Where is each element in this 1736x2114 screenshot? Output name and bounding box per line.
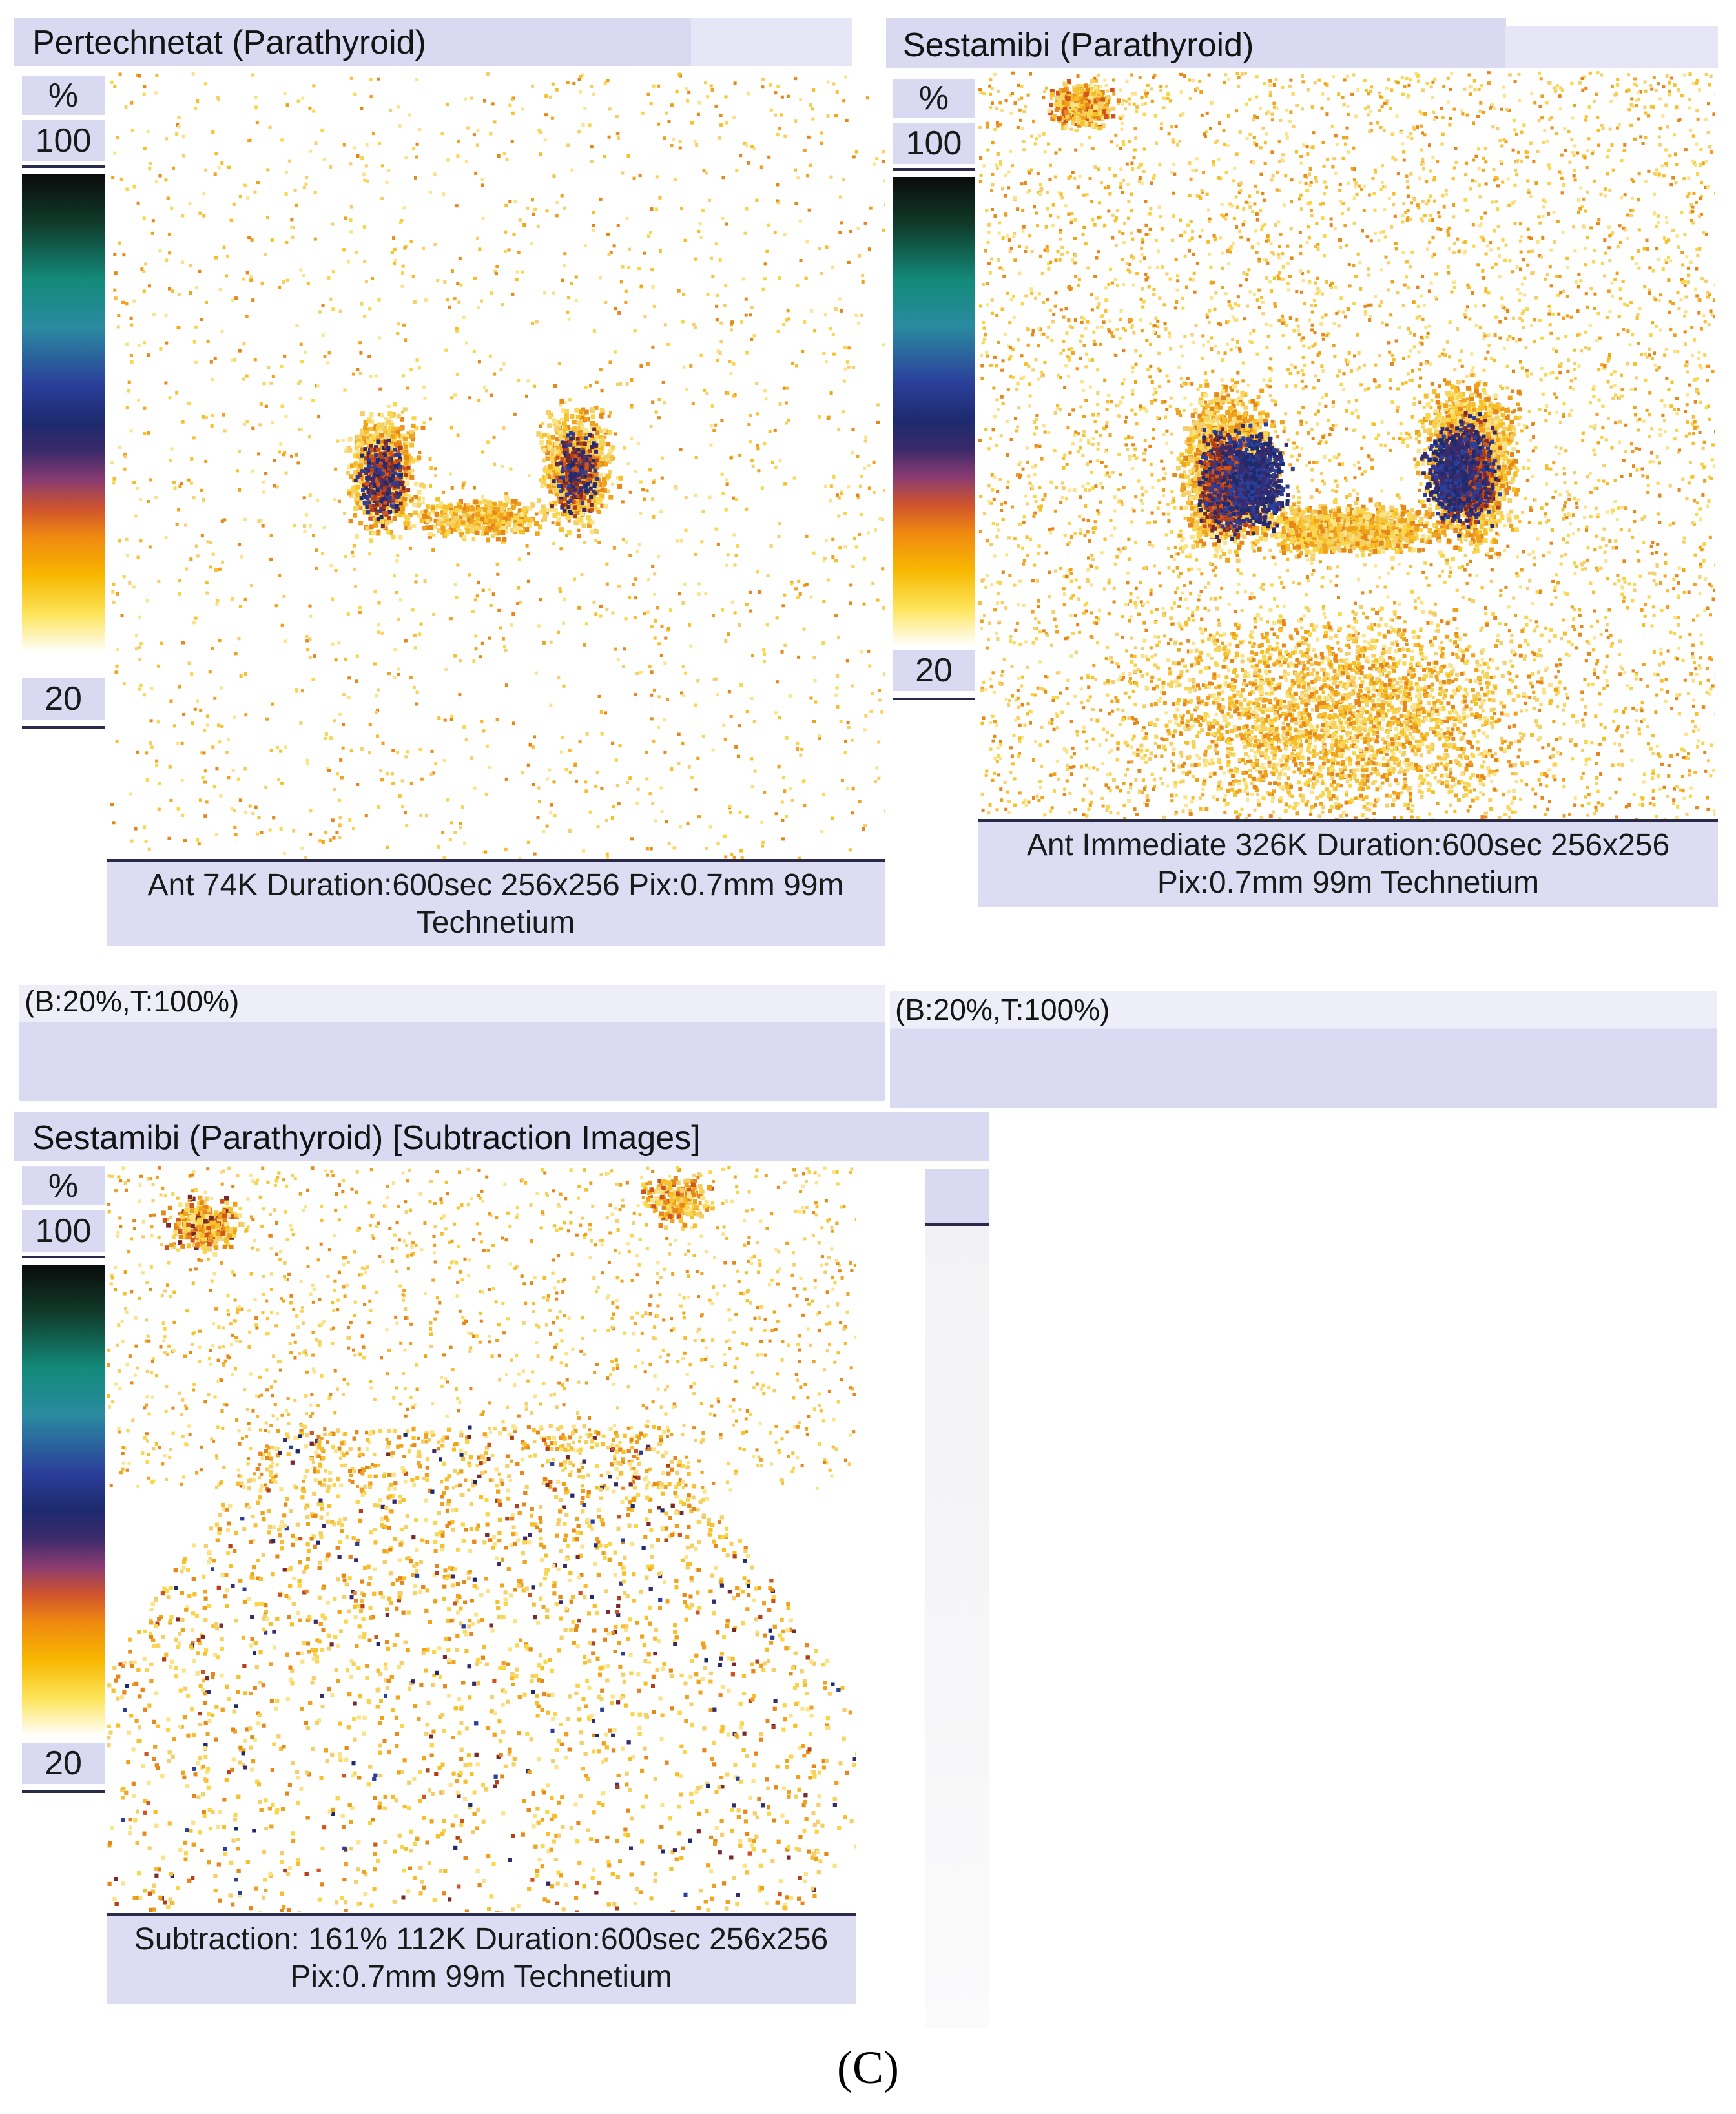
left-range-label: (B:20%,T:100%) <box>25 984 239 1019</box>
bottom-color-scale-bar <box>22 1265 105 1736</box>
top-left-color-scale-bar <box>22 174 105 652</box>
bottom-scale-min: 20 <box>22 1743 105 1784</box>
top-left-title-bar-extension <box>691 18 852 66</box>
top-left-scale-unit: % <box>22 76 105 115</box>
top-right-caption-line1: Ant Immediate 326K Duration:600sec 256x2… <box>978 827 1718 864</box>
left-range-band <box>19 985 885 1101</box>
bottom-side-column-rule <box>925 1223 989 1226</box>
top-left-caption-line1: Ant 74K Duration:600sec 256x256 Pix:0.7m… <box>107 867 885 904</box>
top-right-title-bar <box>886 18 1506 68</box>
top-right-scale-min-rule <box>893 698 975 700</box>
sestamibi-scan-image <box>978 71 1715 820</box>
top-right-color-scale-bar <box>893 177 975 646</box>
right-range-label: (B:20%,T:100%) <box>895 992 1110 1027</box>
top-left-image-caption: Ant 74K Duration:600sec 256x256 Pix:0.7m… <box>107 859 885 946</box>
top-left-scale-max-rule <box>22 165 105 168</box>
top-right-title-bar-extension <box>1505 26 1718 68</box>
top-right-panel-title: Sestamibi (Parathyroid) <box>903 28 1254 62</box>
bottom-title-bar <box>14 1112 989 1161</box>
figure-label: (C) <box>0 2041 1736 2095</box>
bottom-scale-min-rule <box>22 1790 105 1793</box>
bottom-scale-max-rule <box>22 1256 105 1258</box>
subtraction-scan-image <box>107 1166 856 1912</box>
top-left-scale-min-rule <box>22 726 105 729</box>
bottom-panel-title: Sestamibi (Parathyroid) [Subtraction Ima… <box>32 1121 701 1155</box>
top-left-title-bar <box>14 18 705 66</box>
top-right-scale-max: 100 <box>893 123 975 164</box>
top-left-panel-title: Pertechnetat (Parathyroid) <box>32 26 426 59</box>
pertechnetate-scan-image <box>110 72 885 859</box>
bottom-scale-unit: % <box>22 1166 105 1205</box>
bottom-caption-line2: Pix:0.7mm 99m Technetium <box>107 1958 856 1996</box>
top-right-scale-min: 20 <box>893 650 975 691</box>
bottom-side-column-header <box>925 1169 989 1223</box>
bottom-side-column <box>925 1169 989 2028</box>
top-right-caption-line2: Pix:0.7mm 99m Technetium <box>978 864 1718 902</box>
bottom-image-caption: Subtraction: 161% 112K Duration:600sec 2… <box>107 1913 856 2004</box>
top-left-scale-max: 100 <box>22 120 105 161</box>
top-left-caption-line2: Technetium <box>107 904 885 942</box>
top-right-scale-max-rule <box>893 168 975 171</box>
bottom-caption-line1: Subtraction: 161% 112K Duration:600sec 2… <box>107 1921 856 1958</box>
right-range-band <box>890 991 1717 1108</box>
top-left-scale-min: 20 <box>22 678 105 720</box>
bottom-scale-max: 100 <box>22 1210 105 1252</box>
top-right-scale-unit: % <box>893 79 975 118</box>
top-right-image-caption: Ant Immediate 326K Duration:600sec 256x2… <box>978 819 1718 907</box>
